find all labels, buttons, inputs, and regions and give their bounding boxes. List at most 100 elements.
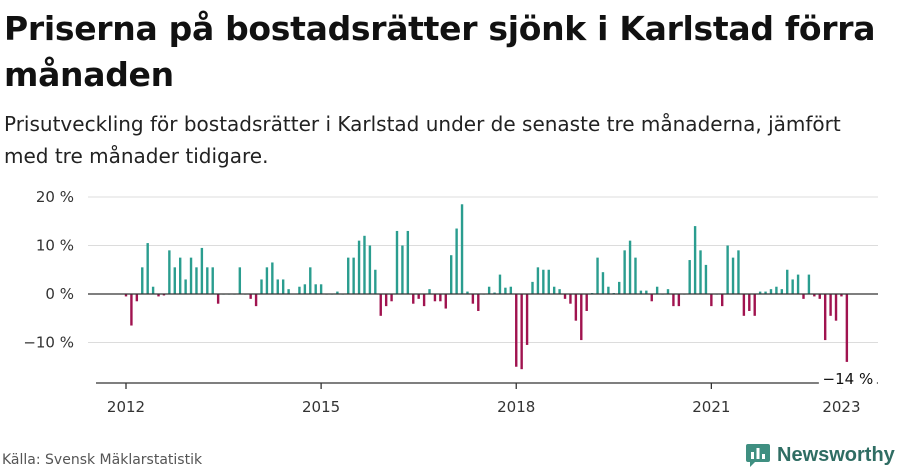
x-tick-label: 2015 xyxy=(302,398,340,416)
x-tick-label: 2012 xyxy=(107,398,145,416)
bar xyxy=(422,294,426,307)
bar xyxy=(737,250,740,294)
bar xyxy=(536,267,540,294)
bar xyxy=(487,286,491,294)
bar xyxy=(162,294,166,296)
bar xyxy=(753,294,756,316)
bar xyxy=(455,228,458,294)
bar xyxy=(688,260,691,294)
bar xyxy=(769,289,773,294)
bar xyxy=(439,294,442,302)
bar xyxy=(314,284,317,294)
bar xyxy=(151,286,155,294)
bar xyxy=(666,289,670,294)
bar xyxy=(390,294,393,302)
bar xyxy=(563,294,567,299)
bar xyxy=(493,292,496,294)
bar xyxy=(254,294,258,307)
bar xyxy=(460,204,464,294)
bar xyxy=(471,294,475,304)
x-tick-label: 2023 xyxy=(822,398,860,416)
bar xyxy=(357,240,361,294)
bar xyxy=(428,289,431,294)
bar xyxy=(742,294,746,316)
bar xyxy=(173,267,176,294)
bar xyxy=(509,286,513,294)
bar xyxy=(417,294,420,299)
bar xyxy=(807,274,811,294)
grid-lines xyxy=(88,196,878,343)
bar xyxy=(260,279,263,294)
bar xyxy=(628,240,632,294)
bar xyxy=(726,245,729,294)
chart-subtitle: Prisutveckling för bostadsrätter i Karls… xyxy=(4,112,841,168)
bars xyxy=(124,204,849,370)
bar xyxy=(731,257,735,295)
bar xyxy=(542,269,545,294)
bar xyxy=(504,287,507,294)
bar xyxy=(206,267,209,294)
bar xyxy=(444,294,447,309)
bar xyxy=(515,294,518,367)
bar xyxy=(276,279,279,294)
bar xyxy=(249,294,252,299)
bar xyxy=(699,250,702,294)
bar xyxy=(525,294,529,345)
brand-logo: Newsworthy xyxy=(745,442,895,468)
bar xyxy=(618,281,621,295)
bar xyxy=(704,264,708,294)
bar xyxy=(721,294,724,307)
bar xyxy=(672,294,675,307)
bar xyxy=(802,294,805,299)
bar xyxy=(374,269,377,294)
bar xyxy=(281,279,285,294)
bar xyxy=(552,286,556,294)
bar xyxy=(363,235,366,294)
bar xyxy=(352,257,355,295)
source-note: Källa: Svensk Mäklarstatistik xyxy=(2,452,203,468)
bar xyxy=(146,243,149,294)
bar xyxy=(829,294,832,316)
bar xyxy=(141,267,144,294)
bar xyxy=(168,250,171,294)
bar xyxy=(184,279,187,294)
bar xyxy=(655,286,659,294)
bar xyxy=(287,289,290,294)
bar xyxy=(124,294,128,297)
bar xyxy=(834,294,838,321)
bar xyxy=(412,294,415,304)
bar xyxy=(211,267,214,294)
bar xyxy=(580,294,583,341)
bar xyxy=(298,286,301,294)
bar xyxy=(796,274,800,294)
bar xyxy=(498,274,502,294)
bar xyxy=(650,294,653,302)
bar xyxy=(406,230,410,294)
bar xyxy=(818,294,821,299)
bar xyxy=(303,284,307,294)
bar xyxy=(574,294,578,321)
axes xyxy=(88,293,878,389)
bar xyxy=(309,267,312,294)
y-tick-label: 20 % xyxy=(36,188,74,206)
bar xyxy=(433,294,437,302)
bar xyxy=(466,291,469,294)
x-tick-label: 2018 xyxy=(497,398,535,416)
bar xyxy=(758,291,762,294)
bar xyxy=(845,294,849,362)
bar xyxy=(189,257,193,295)
bar xyxy=(135,294,139,302)
bar xyxy=(840,294,843,297)
bar xyxy=(379,294,382,316)
bar xyxy=(368,245,372,294)
bar xyxy=(271,262,274,294)
bar xyxy=(791,279,794,294)
bar xyxy=(238,267,242,294)
bar xyxy=(265,267,269,294)
last-value-bg xyxy=(818,367,877,389)
bar xyxy=(216,294,220,304)
bar xyxy=(477,294,480,311)
y-tick-label: −10 % xyxy=(23,334,74,352)
bar xyxy=(601,272,605,294)
bar xyxy=(634,257,637,295)
